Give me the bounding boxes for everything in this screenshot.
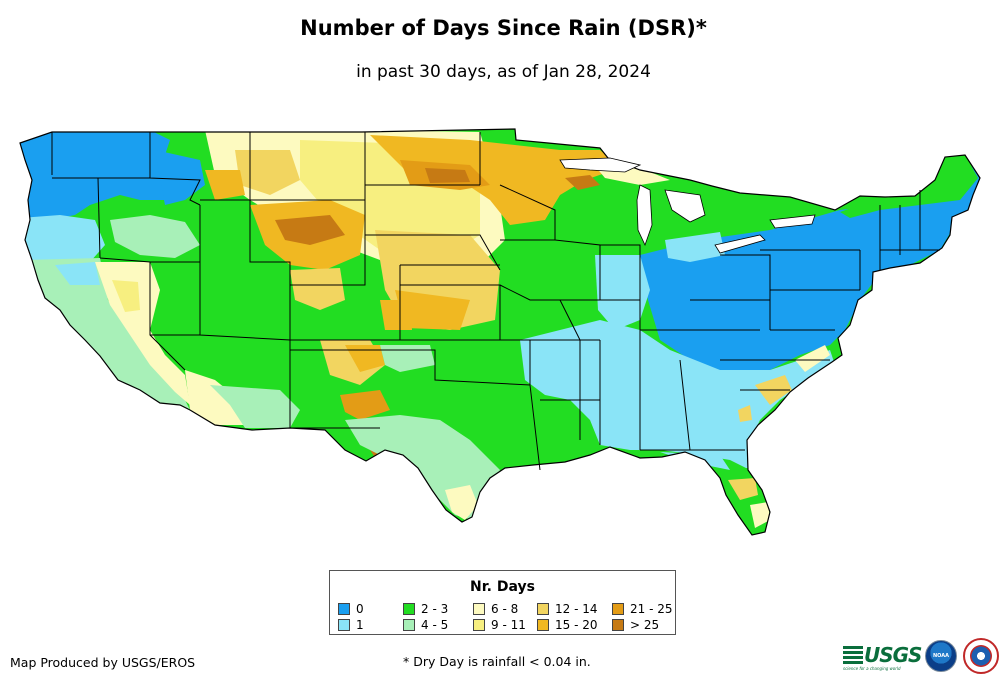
region-6-8-nevada [95, 262, 190, 405]
legend-swatch [338, 619, 350, 631]
legend-item: 15 - 20 [537, 618, 598, 632]
legend-item: 6 - 8 [473, 602, 518, 616]
region-1-michigan-south [665, 232, 725, 262]
region-12-14-florida [728, 478, 758, 500]
usgs-logo-tagline: science for a changing world [843, 666, 901, 671]
legend-label: 12 - 14 [555, 602, 598, 616]
legend-label: 2 - 3 [421, 602, 449, 616]
legend-label: 15 - 20 [555, 618, 598, 632]
region-6-8-carolina-coast [795, 345, 830, 372]
region-15-20-new-mexico [345, 345, 385, 372]
footnote-text: * Dry Day is rainfall < 0.04 in. [403, 654, 591, 669]
region-12-14-colorado [290, 268, 345, 310]
legend: Nr. Days 0 1 2 - 3 4 - 5 6 - 8 9 - 11 12 - 14 1… [329, 570, 676, 635]
legend-swatch [403, 603, 415, 615]
region-15-20-montana [205, 170, 245, 200]
region-1-indiana-kentucky [595, 255, 650, 330]
region-6-8-texas-coast [445, 485, 478, 520]
legend-swatch [537, 619, 549, 631]
region-12-14-montana [235, 150, 300, 195]
legend-swatch [537, 603, 549, 615]
lake-erie [714, 234, 766, 254]
legend-label: 21 - 25 [630, 602, 673, 616]
region-12-14-georgia-coast [738, 405, 752, 422]
region-4-5-oklahoma [380, 345, 435, 372]
region-6-8-south-florida [750, 502, 770, 528]
legend-label: > 25 [630, 618, 660, 632]
region-4-5-oregon-idaho [110, 215, 200, 258]
usgs-wave-icon [843, 646, 863, 666]
region-gt25-north-dakota [425, 168, 470, 183]
legend-item: 21 - 25 [612, 602, 673, 616]
legend-item: 4 - 5 [403, 618, 448, 632]
lake-michigan [636, 184, 653, 247]
legend-item: 0 [338, 602, 364, 616]
lake-ontario [769, 214, 816, 229]
map-subtitle: in past 30 days, as of Jan 28, 2024 [356, 62, 651, 82]
region-1-socal [55, 262, 100, 285]
legend-item: > 25 [612, 618, 659, 632]
legend-item: 2 - 3 [403, 602, 448, 616]
state-boundaries [51, 132, 940, 471]
region-gt25-minnesota [565, 175, 600, 190]
region-21-25-new-mexico [340, 390, 390, 420]
legend-swatch [473, 619, 485, 631]
legend-label: 4 - 5 [421, 618, 449, 632]
legend-label: 1 [356, 618, 364, 632]
region-gt25-wyoming [275, 215, 345, 245]
region-9-11-nevada [112, 280, 140, 312]
lake-superior [559, 157, 642, 173]
region-1-southeast [520, 320, 835, 470]
region-0-pacific-northwest [20, 129, 170, 222]
legend-item: 12 - 14 [537, 602, 598, 616]
legend-title: Nr. Days [470, 579, 535, 595]
region-2-3-maine [840, 155, 978, 218]
legend-swatch [612, 603, 624, 615]
legend-item: 1 [338, 618, 364, 632]
nws-logo [963, 638, 999, 674]
noaa-logo: NOAA [925, 640, 957, 672]
region-15-20-nebraska-south [395, 290, 470, 330]
legend-label: 6 - 8 [491, 602, 519, 616]
usgs-logo: USGS science for a changing world [843, 643, 922, 671]
region-4-5-california [25, 258, 190, 410]
legend-swatch [473, 603, 485, 615]
legend-swatch [403, 619, 415, 631]
region-6-8-arizona [185, 370, 245, 425]
usgs-logo-text: USGS [864, 643, 922, 667]
legend-swatch [612, 619, 624, 631]
credit-text: Map Produced by USGS/EROS [10, 655, 196, 670]
legend-label: 0 [356, 602, 364, 616]
region-1-oregon [20, 215, 105, 265]
noaa-logo-text: NOAA [932, 653, 950, 659]
map-title: Number of Days Since Rain (DSR)* [300, 16, 707, 40]
legend-item: 9 - 11 [473, 618, 526, 632]
region-4-5-arizona [210, 385, 300, 428]
nws-emblem-icon [970, 645, 992, 667]
legend-swatch [338, 603, 350, 615]
region-15-20-minnesota [370, 135, 620, 225]
great-lakes [559, 157, 816, 254]
region-0-idaho [155, 150, 205, 205]
lake-huron [664, 189, 706, 223]
us-outline [19, 128, 981, 536]
region-0-ohio-valley-northeast [640, 160, 980, 375]
legend-label: 9 - 11 [491, 618, 526, 632]
region-15-20-kansas-colorado [380, 300, 412, 330]
